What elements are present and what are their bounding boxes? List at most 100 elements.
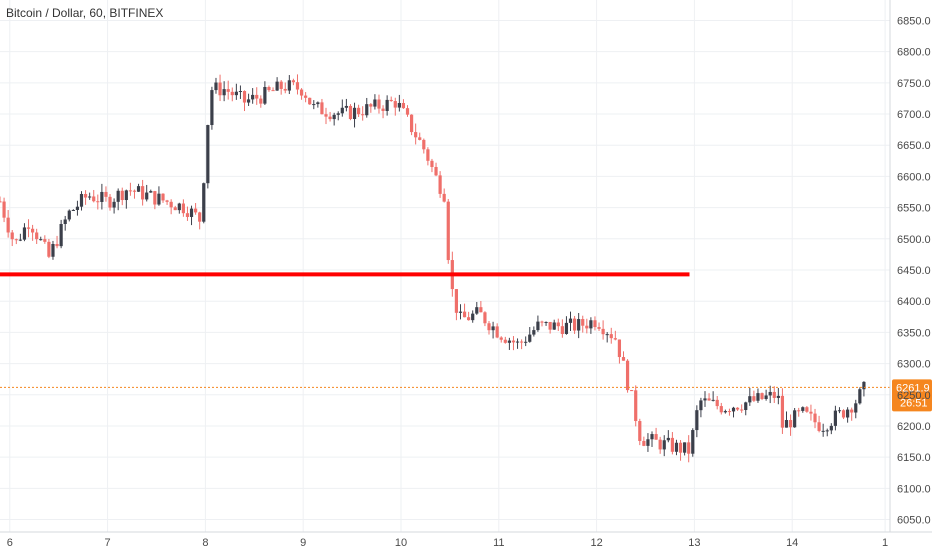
candle-body (784, 420, 789, 428)
candle-body (723, 411, 727, 413)
candle-body (556, 322, 560, 327)
candle-body (666, 437, 670, 441)
x-tick-label: 10 (395, 537, 407, 549)
candle-body (532, 330, 536, 335)
candle-body (340, 107, 344, 114)
candle-body (210, 90, 214, 126)
candle-body (862, 381, 866, 390)
candle-body (218, 82, 222, 96)
candle-body (646, 439, 650, 446)
candle-body (801, 407, 805, 411)
candle-body (198, 212, 202, 222)
candle-body (157, 193, 161, 205)
candle-body (854, 403, 858, 413)
y-tick-label: 6550.0 (897, 203, 931, 215)
candle-body (731, 407, 736, 412)
y-tick-label: 6150.0 (897, 452, 931, 464)
candle-body (841, 410, 846, 418)
candle-body (418, 137, 422, 140)
candle-body (63, 219, 67, 225)
candle-body (136, 186, 141, 192)
candle-body (348, 105, 353, 120)
candle-body (26, 227, 31, 229)
candle-body (678, 442, 683, 453)
candle-body (422, 139, 426, 150)
candle-body (793, 410, 797, 428)
candle-body (344, 105, 348, 108)
candle-body (234, 91, 238, 96)
candle-body (462, 311, 467, 318)
y-tick-label: 6050.0 (897, 515, 931, 527)
y-tick-label: 6600.0 (897, 171, 931, 183)
candle-body (83, 193, 88, 198)
candle-body (577, 319, 581, 331)
candle-body (662, 440, 666, 450)
candle-body (352, 107, 357, 120)
candle-body (67, 210, 71, 220)
candle-body (389, 99, 393, 102)
candle-body (703, 398, 707, 401)
x-tick-label: 6 (7, 537, 13, 549)
candle-body (361, 114, 365, 116)
candle-body (165, 200, 169, 202)
candle-body (560, 326, 564, 334)
candle-body (434, 166, 438, 176)
candle-body (22, 227, 27, 240)
candle-body (625, 360, 630, 391)
candle-body (695, 410, 699, 431)
candle-body (846, 409, 850, 418)
candle-body (585, 325, 589, 329)
candle-body (112, 201, 116, 208)
candle-body (471, 313, 475, 321)
candle-body (92, 196, 96, 202)
candle-body (14, 239, 18, 241)
candle-body (520, 341, 524, 343)
candle-body (189, 208, 194, 217)
candle-body (430, 160, 434, 167)
candle-body (711, 399, 715, 401)
candle-body (650, 434, 654, 440)
candle-body (206, 125, 210, 184)
candle-body (59, 224, 63, 247)
candle-body (479, 307, 483, 313)
candle-body (487, 323, 491, 331)
candle-body (683, 442, 687, 453)
candle-body (377, 99, 381, 109)
candle-body (511, 340, 516, 343)
candle-body (336, 113, 340, 115)
last-price-countdown: 26:51 (900, 397, 928, 409)
candle-body (634, 390, 638, 422)
candle-body (609, 334, 613, 339)
candle-body (275, 81, 279, 91)
candle-body (108, 196, 112, 208)
candle-body (658, 439, 662, 450)
candle-body (181, 203, 185, 214)
y-tick-label: 6100.0 (897, 483, 931, 495)
candle-body (597, 327, 601, 329)
candle-body (617, 339, 622, 358)
x-tick-label: 8 (202, 537, 208, 549)
candle-body (10, 232, 14, 240)
candle-body (409, 114, 414, 133)
y-tick-label: 6800.0 (897, 47, 931, 59)
x-tick-label: 11 (493, 537, 504, 549)
candle-body (381, 108, 385, 111)
candle-body (71, 209, 75, 211)
candle-body (2, 201, 6, 218)
candle-body (642, 440, 646, 446)
chart-title: Bitcoin / Dollar, 60, BITFINEX (6, 6, 164, 20)
candle-body (727, 411, 732, 413)
candle-body (308, 97, 312, 105)
y-tick-label: 6300.0 (897, 359, 931, 371)
candle-body (116, 190, 120, 202)
candle-body (850, 409, 854, 413)
candle-body (51, 244, 55, 257)
candle-body (185, 213, 190, 217)
candle-body (202, 183, 206, 222)
candle-body (18, 239, 22, 241)
candle-body (238, 91, 243, 93)
x-tick-label: 9 (300, 537, 306, 549)
candle-body (548, 321, 552, 330)
candle-body (251, 94, 255, 100)
